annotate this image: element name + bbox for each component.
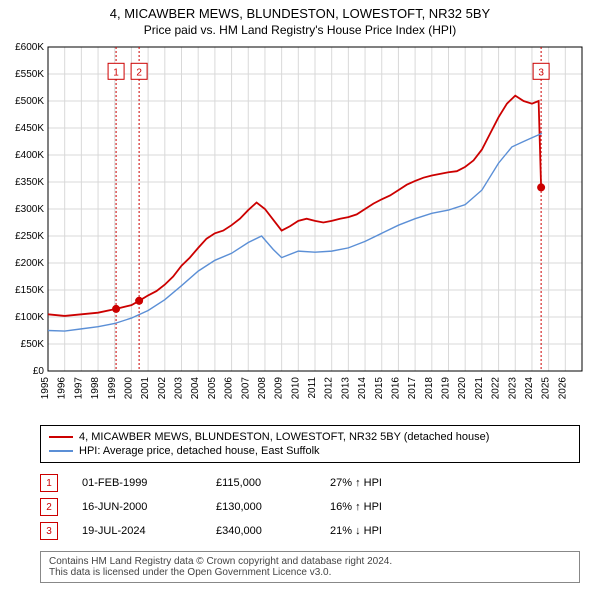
attribution-line: This data is licensed under the Open Gov… <box>49 567 571 578</box>
svg-text:£300K: £300K <box>15 204 44 215</box>
svg-text:2013: 2013 <box>340 377 351 400</box>
sale-date: 01-FEB-1999 <box>82 477 192 489</box>
svg-text:3: 3 <box>538 67 544 78</box>
sale-price: £340,000 <box>216 525 306 537</box>
legend-label: HPI: Average price, detached house, East… <box>79 445 320 457</box>
legend-swatch <box>49 436 73 438</box>
svg-text:1999: 1999 <box>107 377 118 400</box>
svg-text:£600K: £600K <box>15 42 44 53</box>
svg-text:£550K: £550K <box>15 69 44 80</box>
sale-date: 16-JUN-2000 <box>82 501 192 513</box>
attribution-line: Contains HM Land Registry data © Crown c… <box>49 556 571 567</box>
svg-text:2003: 2003 <box>174 377 185 400</box>
svg-text:£50K: £50K <box>21 339 45 350</box>
svg-text:2019: 2019 <box>441 377 452 400</box>
svg-text:2010: 2010 <box>290 377 301 400</box>
svg-text:2011: 2011 <box>307 377 318 399</box>
legend-swatch <box>49 450 73 452</box>
svg-text:2020: 2020 <box>457 377 468 400</box>
svg-text:2021: 2021 <box>474 377 485 400</box>
attribution: Contains HM Land Registry data © Crown c… <box>40 551 580 583</box>
svg-text:1: 1 <box>113 67 119 78</box>
chart-container: 4, MICAWBER MEWS, BLUNDESTON, LOWESTOFT,… <box>0 0 600 583</box>
svg-text:£150K: £150K <box>15 285 44 296</box>
sales-table: 1 01-FEB-1999 £115,000 27% ↑ HPI 2 16-JU… <box>40 471 580 543</box>
sale-delta: 27% ↑ HPI <box>330 477 440 489</box>
svg-text:£200K: £200K <box>15 258 44 269</box>
chart-area: £0 £50K £100K £150K £200K £250K £300K £350K £400… <box>0 39 600 419</box>
sale-row: 2 16-JUN-2000 £130,000 16% ↑ HPI <box>40 495 580 519</box>
svg-text:2006: 2006 <box>224 377 235 400</box>
sale-marker: 2 <box>40 498 58 516</box>
svg-text:2022: 2022 <box>491 377 502 400</box>
chart-title: 4, MICAWBER MEWS, BLUNDESTON, LOWESTOFT,… <box>0 6 600 21</box>
sale-delta: 21% ↓ HPI <box>330 525 440 537</box>
sale-marker: 3 <box>40 522 58 540</box>
svg-text:2005: 2005 <box>207 377 218 400</box>
chart-subtitle: Price paid vs. HM Land Registry's House … <box>0 23 600 37</box>
titles: 4, MICAWBER MEWS, BLUNDESTON, LOWESTOFT,… <box>0 0 600 39</box>
sale-date: 19-JUL-2024 <box>82 525 192 537</box>
svg-text:2002: 2002 <box>157 377 168 400</box>
svg-text:2016: 2016 <box>390 377 401 400</box>
svg-text:2001: 2001 <box>140 377 151 400</box>
svg-text:£450K: £450K <box>15 123 44 134</box>
svg-text:1998: 1998 <box>90 377 101 400</box>
sale-price: £115,000 <box>216 477 306 489</box>
svg-text:2023: 2023 <box>507 377 518 400</box>
svg-text:2007: 2007 <box>240 377 251 400</box>
svg-text:£250K: £250K <box>15 231 44 242</box>
legend-label: 4, MICAWBER MEWS, BLUNDESTON, LOWESTOFT,… <box>79 431 489 443</box>
svg-text:2026: 2026 <box>557 377 568 400</box>
svg-text:£100K: £100K <box>15 312 44 323</box>
sale-row: 1 01-FEB-1999 £115,000 27% ↑ HPI <box>40 471 580 495</box>
svg-text:2015: 2015 <box>374 377 385 400</box>
svg-text:2004: 2004 <box>190 377 201 400</box>
svg-text:2025: 2025 <box>541 377 552 400</box>
legend-item: 4, MICAWBER MEWS, BLUNDESTON, LOWESTOFT,… <box>49 430 571 444</box>
svg-text:£350K: £350K <box>15 177 44 188</box>
svg-text:2018: 2018 <box>424 377 435 400</box>
sale-row: 3 19-JUL-2024 £340,000 21% ↓ HPI <box>40 519 580 543</box>
sale-marker: 1 <box>40 474 58 492</box>
svg-text:1997: 1997 <box>73 377 84 400</box>
svg-text:2000: 2000 <box>123 377 134 400</box>
svg-text:2008: 2008 <box>257 377 268 400</box>
svg-text:1995: 1995 <box>40 377 51 400</box>
svg-text:2014: 2014 <box>357 377 368 400</box>
chart-svg: £0 £50K £100K £150K £200K £250K £300K £350K £400… <box>0 39 600 419</box>
svg-text:£400K: £400K <box>15 150 44 161</box>
svg-text:1996: 1996 <box>57 377 68 400</box>
legend-item: HPI: Average price, detached house, East… <box>49 444 571 458</box>
svg-text:£0: £0 <box>33 366 45 377</box>
svg-text:2024: 2024 <box>524 377 535 400</box>
sale-delta: 16% ↑ HPI <box>330 501 440 513</box>
svg-text:£500K: £500K <box>15 96 44 107</box>
svg-text:2012: 2012 <box>324 377 335 400</box>
svg-text:2009: 2009 <box>274 377 285 400</box>
sale-price: £130,000 <box>216 501 306 513</box>
svg-text:2: 2 <box>136 67 142 78</box>
legend: 4, MICAWBER MEWS, BLUNDESTON, LOWESTOFT,… <box>40 425 580 463</box>
svg-text:2017: 2017 <box>407 377 418 400</box>
